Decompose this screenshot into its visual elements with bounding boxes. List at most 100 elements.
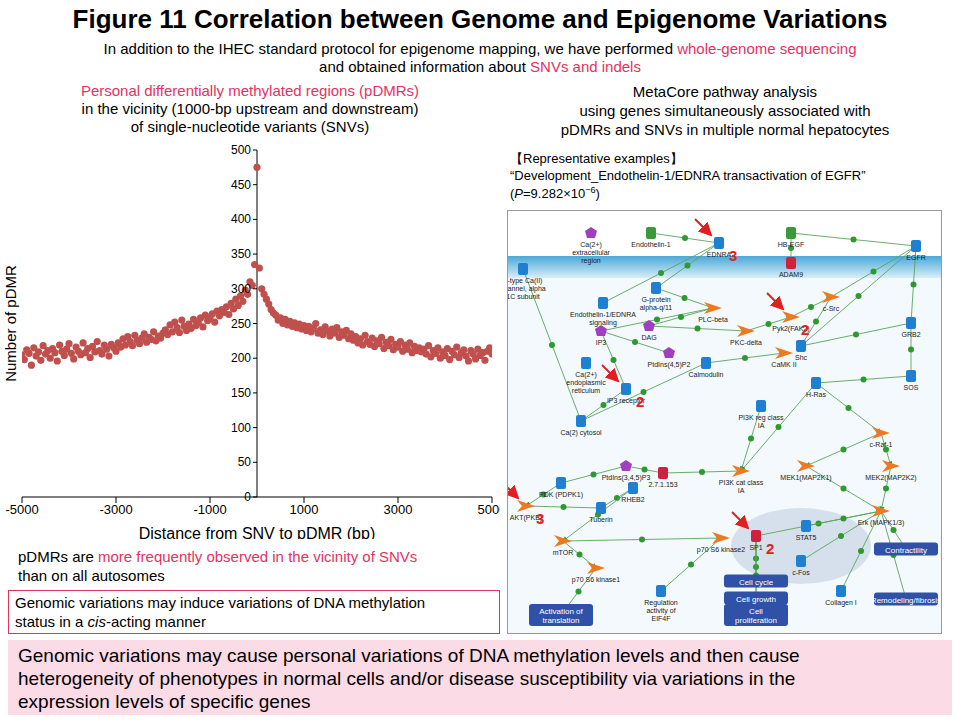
svg-text:3000: 3000 <box>384 502 413 517</box>
html-text:and obtained information about: and obtained information about SNVs and … <box>319 58 641 75</box>
svg-text:PtdIns(3,4,5)P3: PtdIns(3,4,5)P3 <box>602 474 651 482</box>
svg-text:Calmodulin: Calmodulin <box>688 371 723 378</box>
svg-text:2.7.1.153: 2.7.1.153 <box>648 481 677 488</box>
svg-text:H-Ras: H-Ras <box>806 391 826 398</box>
svg-text:Ca(2) cytosol: Ca(2) cytosol <box>560 429 602 437</box>
html-text:Personal differentially methyl: Personal differentially methylated regio… <box>80 82 420 99</box>
svg-text:PDK (PDPK1): PDK (PDPK1) <box>539 491 583 499</box>
html-text:Genomic variations may cause p: Genomic variations may cause personal va… <box>18 645 800 666</box>
svg-text:L-type Ca(II): L-type Ca(II) <box>507 277 542 285</box>
svg-text:extracellular: extracellular <box>572 249 610 256</box>
svg-text:Cell cycle: Cell cycle <box>739 578 774 587</box>
svg-text:reticulum: reticulum <box>572 387 601 394</box>
svg-text:PLC-beta: PLC-beta <box>698 316 728 323</box>
svg-text:Tuberin: Tuberin <box>589 516 613 523</box>
svg-text:translation: translation <box>543 616 580 625</box>
svg-text:5000: 5000 <box>478 502 500 517</box>
svg-text:EIF4F: EIF4F <box>651 615 670 622</box>
svg-text:c-Src: c-Src <box>823 305 840 312</box>
svg-text:IP3: IP3 <box>596 339 607 346</box>
svg-text:500: 500 <box>231 143 251 157</box>
svg-text:Shc: Shc <box>795 354 808 361</box>
svg-text:Endothelin-1: Endothelin-1 <box>631 241 670 248</box>
svg-text:SP1: SP1 <box>749 544 762 551</box>
html-text:status in a cis -acting manner: status in a cis -acting manner <box>15 613 206 630</box>
html-text:expression levels of specific: expression levels of specific genes <box>18 691 311 712</box>
svg-text:channel, alpha: channel, alpha <box>507 285 546 293</box>
svg-text:c-Fos: c-Fos <box>792 569 810 576</box>
svg-text:MEK2(MAP2K2): MEK2(MAP2K2) <box>865 474 916 482</box>
svg-text:G-protein: G-protein <box>641 296 670 304</box>
svg-text:450: 450 <box>231 178 251 192</box>
svg-text:p70 S6 kinase1: p70 S6 kinase1 <box>572 576 620 584</box>
svg-text:3: 3 <box>536 510 544 527</box>
svg-text:RHEB2: RHEB2 <box>621 496 644 503</box>
svg-text:3: 3 <box>729 247 737 264</box>
svg-text:150: 150 <box>231 386 251 400</box>
svg-text:Contractility: Contractility <box>885 546 927 555</box>
svg-text:Number of pDMR: Number of pDMR <box>8 265 19 382</box>
html-text:Figure 11 Correlation between: Figure 11 Correlation between Genome and… <box>72 4 888 34</box>
svg-text:endoplasmic: endoplasmic <box>566 379 606 387</box>
html-text:than on all autosomes: than on all autosomes <box>18 567 165 584</box>
svg-text:350: 350 <box>231 247 251 261</box>
html-text:MetaCore pathway analysis: MetaCore pathway analysis <box>632 83 818 100</box>
svg-text:250: 250 <box>231 317 251 331</box>
svg-text:200: 200 <box>231 351 251 365</box>
svg-text:DAG: DAG <box>641 334 656 341</box>
svg-text:Endothelin-1/EDNRA: Endothelin-1/EDNRA <box>570 311 636 318</box>
svg-text:100: 100 <box>231 421 251 435</box>
html-text:heterogeneity of phenotypes in: heterogeneity of phenotypes in normal ce… <box>18 668 796 689</box>
svg-text:GRB2: GRB2 <box>901 331 920 338</box>
svg-text:alpha-q/11: alpha-q/11 <box>640 304 673 312</box>
svg-text:proliferation: proliferation <box>735 616 777 625</box>
svg-text:400: 400 <box>231 212 251 226</box>
svg-text:1C subunit: 1C subunit <box>507 293 540 300</box>
svg-text:Ca(2+): Ca(2+) <box>580 241 602 249</box>
svg-text:-5000: -5000 <box>8 502 39 517</box>
svg-text:PtdIns(4,5)P2: PtdIns(4,5)P2 <box>648 361 691 369</box>
html-text:in the vicinity (1000-bp upstr: in the vicinity (1000-bp upstream and do… <box>81 100 419 117</box>
html-text:Genomic variations may induce: Genomic variations may induce variations… <box>15 594 426 611</box>
svg-text:2: 2 <box>766 540 774 557</box>
svg-text:region: region <box>581 257 601 265</box>
svg-text:Distance from SNV to pDMR (bp): Distance from SNV to pDMR (bp) <box>139 525 376 539</box>
svg-text:-3000: -3000 <box>99 502 132 517</box>
svg-text:HB-EGF: HB-EGF <box>778 241 804 248</box>
svg-text:2: 2 <box>801 321 809 338</box>
svg-text:1000: 1000 <box>290 502 319 517</box>
svg-text:Erk (MAPK1/3): Erk (MAPK1/3) <box>858 519 905 527</box>
html-text:In addition to the IHEC standa: In addition to the IHEC standard protoco… <box>103 40 857 57</box>
svg-text:Ca(2+): Ca(2+) <box>575 371 597 379</box>
svg-text:2: 2 <box>636 393 644 410</box>
svg-text:activity of: activity of <box>646 607 675 615</box>
svg-text:CaMK II: CaMK II <box>771 361 796 368</box>
svg-text:50: 50 <box>238 455 252 469</box>
html-text:of single-nucleotide variants: of single-nucleotide variants (SNVs) <box>130 118 370 135</box>
svg-text:300: 300 <box>231 282 251 296</box>
html-text:pDMRs are more frequently obse: pDMRs are more frequently observed in th… <box>18 548 418 565</box>
svg-text:PI3K reg class: PI3K reg class <box>738 414 784 422</box>
svg-text:p70 S6 kinase2: p70 S6 kinase2 <box>697 546 745 554</box>
svg-text:Collagen I: Collagen I <box>825 599 857 607</box>
svg-text:PKC-delta: PKC-delta <box>730 339 762 346</box>
svg-text:Activation of: Activation of <box>539 607 583 616</box>
svg-text:signaling: signaling <box>589 319 617 327</box>
svg-text:-1000: -1000 <box>193 502 226 517</box>
svg-text:EGFR: EGFR <box>906 254 925 261</box>
svg-text:SOS: SOS <box>904 384 919 391</box>
svg-text:IA: IA <box>758 422 765 429</box>
svg-text:IA: IA <box>738 487 745 494</box>
svg-text:Cell: Cell <box>749 607 763 616</box>
svg-text:STAT5: STAT5 <box>796 534 817 541</box>
svg-text:c-Raf-1: c-Raf-1 <box>870 441 893 448</box>
svg-text:Remodeling/fibrosis: Remodeling/fibrosis <box>871 596 941 605</box>
svg-text:EDNRA: EDNRA <box>707 251 732 258</box>
svg-text:0: 0 <box>244 490 251 504</box>
svg-text:ADAM9: ADAM9 <box>779 271 803 278</box>
svg-text:PI3K cat class: PI3K cat class <box>719 479 764 486</box>
svg-text:MEK1(MAP2K1): MEK1(MAP2K1) <box>780 474 831 482</box>
svg-text:Cell growth: Cell growth <box>736 595 776 604</box>
svg-text:Regulation: Regulation <box>644 599 678 607</box>
svg-text:mTOR: mTOR <box>553 549 573 556</box>
